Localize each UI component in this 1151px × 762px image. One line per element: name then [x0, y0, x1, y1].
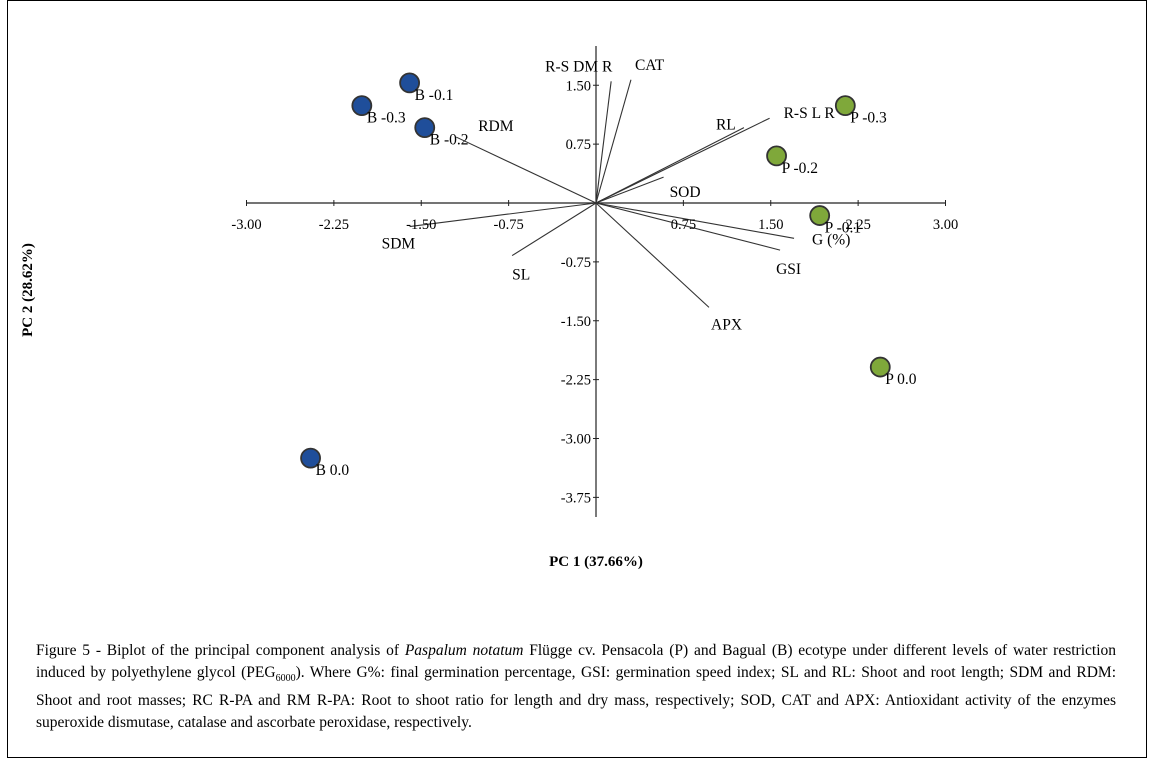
- point-label: P 0.0: [885, 371, 917, 388]
- loading-label: G (%): [812, 231, 850, 248]
- score-point: [766, 145, 787, 167]
- figure-caption: Figure 5 - Biplot of the principal compo…: [36, 640, 1116, 734]
- point-label: B -0.1: [415, 87, 454, 104]
- score-point: [399, 72, 421, 94]
- point-label: P -0.1: [825, 220, 861, 237]
- loading-label: SDM: [382, 236, 416, 253]
- loading-label: RDM: [478, 118, 514, 135]
- point-label: P -0.2: [782, 160, 818, 177]
- loading-vector: [595, 79, 632, 204]
- y-tick-label: -2.25: [561, 373, 591, 389]
- loading-label: R-S L R: [784, 105, 836, 122]
- loading-vector: [595, 81, 612, 204]
- x-tick-label: 1.50: [758, 217, 783, 233]
- loading-vector: [595, 176, 664, 204]
- y-tick-label: 0.75: [566, 137, 591, 153]
- x-axis-label: PC 1 (37.66%): [549, 554, 643, 570]
- x-tick-label: -1.50: [406, 217, 436, 233]
- y-tick-label: -1.50: [561, 314, 591, 330]
- y-tick-label: -0.75: [561, 255, 591, 271]
- loading-vector: [595, 202, 795, 239]
- point-label: P -0.3: [850, 110, 887, 127]
- loading-label: GSI: [776, 261, 801, 278]
- figure-frame: [7, 0, 1147, 758]
- score-point: [414, 117, 436, 139]
- caption-text: Figure 5 - Biplot of the principal compo…: [36, 642, 1117, 732]
- axes: [246, 46, 946, 517]
- loading-label: APX: [711, 316, 742, 333]
- point-label: B -0.3: [367, 110, 406, 127]
- x-tick-label: -2.25: [319, 217, 349, 233]
- loading-vector: [595, 202, 710, 308]
- species-name: Paspalum notatum: [404, 642, 524, 659]
- x-tick-label: -0.75: [494, 217, 524, 233]
- x-tick-label: 3.00: [933, 217, 958, 233]
- loading-label: CAT: [635, 57, 665, 74]
- loading-label: R-S DM R: [545, 58, 613, 75]
- loading-vector: [455, 136, 597, 204]
- x-tick-label: 2.25: [845, 217, 870, 233]
- y-tick-label: -3.75: [561, 490, 591, 506]
- loading-vector: [409, 202, 597, 228]
- score-point: [351, 95, 373, 117]
- score-point: [834, 95, 856, 117]
- score-point: [869, 356, 891, 378]
- loading-vectors: R-S DM R CAT RL R-S L R SOD RDM SDM SL APX GSI G (…: [382, 57, 851, 334]
- loading-label: SL: [512, 267, 530, 284]
- score-point: [300, 447, 321, 469]
- loading-vector: [595, 202, 781, 251]
- x-tick-label: 0.75: [671, 217, 696, 233]
- tick-labels: -3.00 -2.25 -1.50 -0.75 0.75 1.50 2.25 3.00 1.50…: [231, 78, 958, 506]
- loading-label: RL: [716, 117, 736, 134]
- x-tick-label: -3.00: [231, 217, 261, 233]
- point-label: B 0.0: [316, 462, 350, 479]
- pca-biplot: R-S DM R CAT RL R-S L R SOD RDM SDM SL APX GSI G (…: [20, 46, 958, 570]
- y-axis-label: PC 2 (28.62%): [20, 243, 36, 337]
- score-point: [809, 205, 831, 226]
- point-label: B -0.2: [430, 132, 469, 149]
- y-tick-label: -3.00: [561, 432, 591, 448]
- loading-label: SOD: [670, 184, 701, 201]
- score-points: B -0.3 B -0.1 B -0.2 B 0.0 P -0.3 P -0.2 P -0.…: [300, 72, 917, 479]
- loading-vector: [595, 117, 770, 204]
- loading-vector: [511, 202, 597, 257]
- y-tick-label: 1.50: [566, 78, 591, 94]
